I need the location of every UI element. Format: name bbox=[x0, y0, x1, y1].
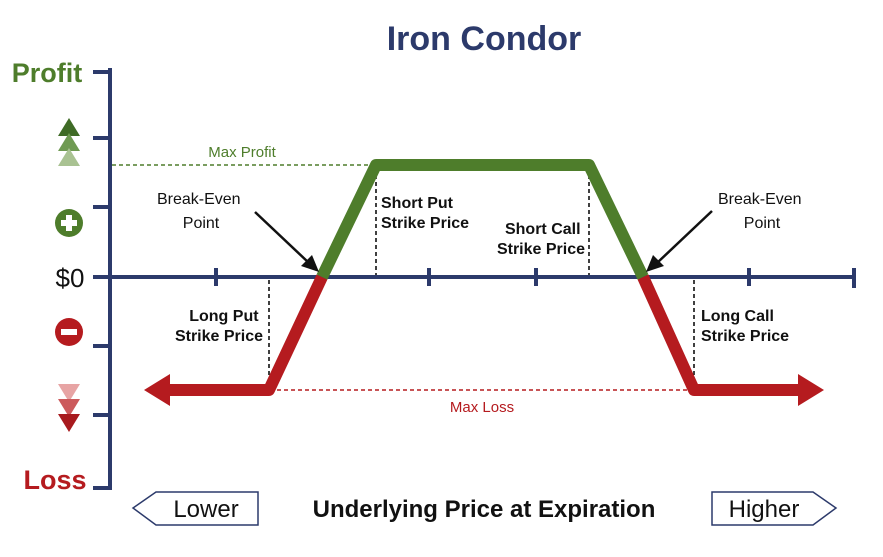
right-arrow-head bbox=[798, 374, 824, 406]
plus-circle-icon bbox=[55, 209, 83, 237]
long-call-label: Long Call Strike Price bbox=[701, 308, 789, 345]
diagram-title: Iron Condor bbox=[387, 20, 582, 58]
x-axis-label: Underlying Price at Expiration bbox=[313, 496, 656, 523]
break-even-right-label: Break-Even Point bbox=[718, 191, 806, 232]
break-even-left-arrow bbox=[254, 211, 310, 264]
max-loss-label: Max Loss bbox=[450, 399, 514, 416]
break-even-right-arrow bbox=[656, 210, 713, 264]
profit-region-line bbox=[316, 159, 649, 280]
break-even-right-arrowhead bbox=[646, 255, 664, 272]
break-even-left-label: Break-Even Point bbox=[157, 191, 245, 232]
short-put-label: Short Put Strike Price bbox=[381, 195, 469, 232]
zero-label: $0 bbox=[56, 263, 85, 293]
profit-label: Profit bbox=[12, 58, 83, 88]
triple-up-triangle-icon bbox=[58, 118, 80, 166]
long-put-label: Long Put Strike Price bbox=[175, 308, 263, 345]
lower-label: Lower bbox=[173, 496, 238, 523]
max-profit-label: Max Profit bbox=[208, 144, 276, 161]
higher-indicator: Higher bbox=[711, 491, 838, 526]
left-arrow-head bbox=[144, 374, 170, 406]
minus-circle-icon bbox=[55, 318, 83, 346]
loss-label: Loss bbox=[23, 465, 86, 495]
loss-region-line bbox=[144, 274, 824, 406]
lower-indicator: Lower bbox=[131, 491, 259, 526]
short-call-label: Short Call Strike Price bbox=[497, 221, 585, 258]
higher-label: Higher bbox=[729, 496, 800, 523]
break-even-left-arrowhead bbox=[301, 255, 319, 272]
triple-down-triangle-icon bbox=[58, 384, 80, 432]
